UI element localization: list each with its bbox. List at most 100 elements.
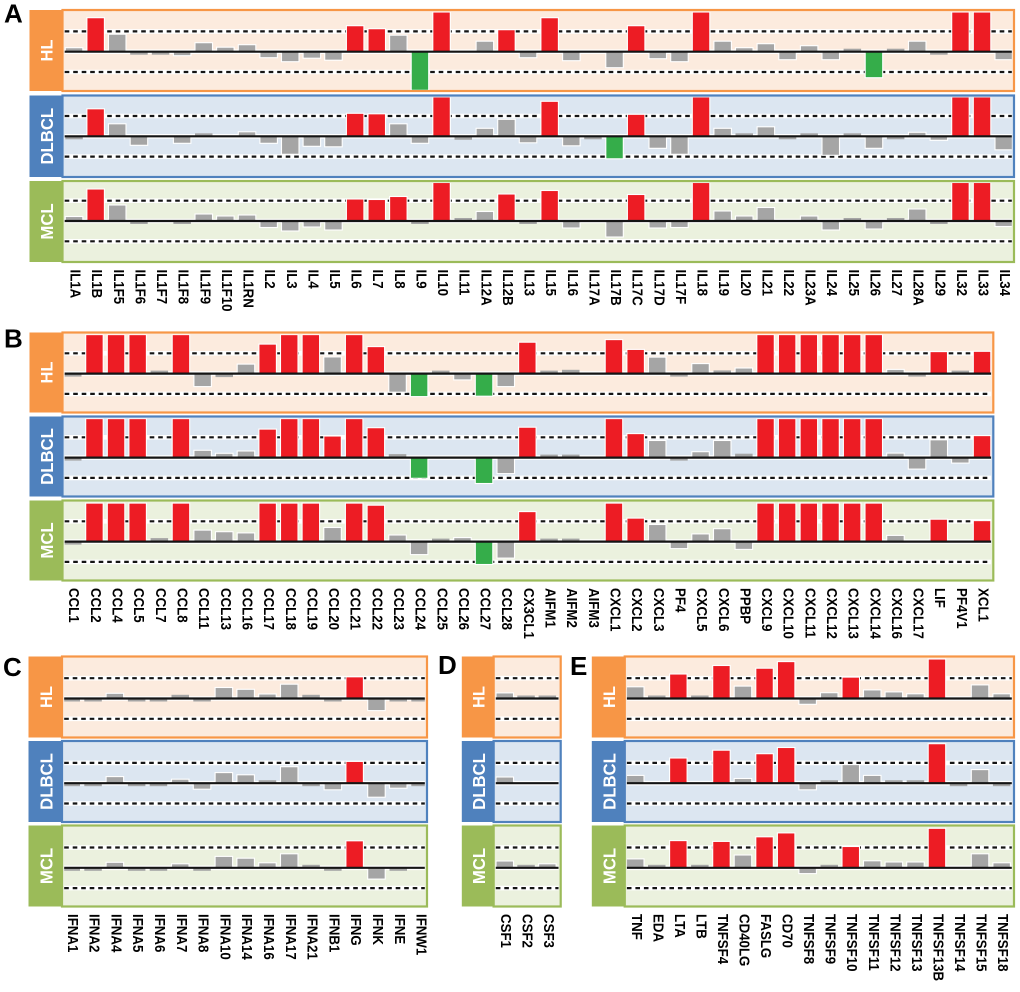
svg-text:E: E [570,651,587,681]
svg-text:FASLG: FASLG [757,914,774,958]
svg-text:IL17F: IL17F [672,270,689,305]
svg-text:CXCL10: CXCL10 [779,588,796,639]
svg-text:IL1A: IL1A [66,270,83,299]
svg-text:CCL4: CCL4 [108,588,125,623]
svg-text:IL1F8: IL1F8 [174,270,191,305]
svg-text:IFNK: IFNK [369,914,386,946]
svg-text:HL: HL [600,686,619,708]
svg-text:HL: HL [469,686,488,708]
svg-text:IFNA16: IFNA16 [260,914,277,960]
svg-text:IL18: IL18 [693,270,710,297]
svg-text:TNFSF15: TNFSF15 [972,914,989,972]
svg-text:IL21: IL21 [758,270,775,297]
svg-text:LTB: LTB [692,914,709,939]
svg-text:DLBCL: DLBCL [37,107,58,164]
svg-text:IFNA2: IFNA2 [85,914,102,952]
svg-text:IL17A: IL17A [585,270,602,306]
svg-text:TNFSF13B: TNFSF13B [929,914,946,981]
svg-text:IL26: IL26 [866,270,883,297]
svg-text:IL1F10: IL1F10 [218,270,235,312]
svg-text:AIFM2: AIFM2 [563,588,580,628]
svg-text:MCL: MCL [468,848,489,885]
svg-text:IFNA1: IFNA1 [64,914,81,952]
svg-text:CX3CL1: CX3CL1 [520,588,537,639]
svg-text:CCL13: CCL13 [217,588,234,630]
svg-text:CXCL5: CXCL5 [693,588,710,632]
svg-text:CCL28: CCL28 [498,588,515,630]
svg-text:IL9: IL9 [412,270,429,289]
svg-text:TNFSF11: TNFSF11 [865,914,882,971]
svg-text:CXCL16: CXCL16 [888,588,905,639]
svg-text:IL13: IL13 [520,270,537,297]
svg-text:C: C [3,652,22,682]
svg-text:CXCL11: CXCL11 [801,588,818,638]
svg-text:CCL2: CCL2 [87,588,104,623]
svg-text:CCL25: CCL25 [433,588,450,630]
svg-text:CXCL2: CXCL2 [628,588,645,632]
svg-text:IL25: IL25 [845,270,862,297]
svg-text:LIF: LIF [931,588,948,608]
svg-text:CXCL1: CXCL1 [606,588,623,632]
svg-text:CXCL3: CXCL3 [650,588,667,632]
svg-text:IL1F7: IL1F7 [153,270,170,305]
svg-text:IFNA14: IFNA14 [238,914,255,960]
svg-text:MCL: MCL [37,522,58,559]
svg-text:CCL20: CCL20 [325,588,342,630]
svg-text:IL17C: IL17C [628,270,645,306]
svg-text:D: D [438,650,457,680]
svg-text:IL22: IL22 [780,270,797,297]
svg-text:IFNW1: IFNW1 [412,914,429,955]
svg-text:CXCL6: CXCL6 [715,588,732,632]
svg-text:PF4: PF4 [671,588,688,612]
svg-text:CCL17: CCL17 [260,588,277,630]
svg-text:IFNA7: IFNA7 [173,914,190,952]
svg-text:CCL26: CCL26 [455,588,472,630]
svg-text:A: A [4,0,23,29]
svg-text:IL7: IL7 [369,270,386,289]
svg-text:IL1B: IL1B [88,270,105,299]
svg-text:MCL: MCL [599,848,620,885]
svg-text:IL12B: IL12B [499,270,516,306]
svg-text:IFNA5: IFNA5 [129,914,146,952]
svg-text:TNFSF10: TNFSF10 [843,914,860,972]
svg-text:B: B [4,323,23,353]
svg-text:IL1F9: IL1F9 [196,270,213,305]
svg-text:CCL18: CCL18 [282,588,299,630]
svg-text:AIFM3: AIFM3 [585,588,602,628]
svg-text:IL17B: IL17B [607,270,624,306]
svg-text:IL2: IL2 [261,270,278,289]
svg-text:IL28A: IL28A [909,270,926,306]
svg-text:CCL24: CCL24 [411,588,428,630]
svg-text:IL19: IL19 [715,270,732,297]
svg-text:CXCL17: CXCL17 [909,588,926,639]
svg-text:TNFSF9: TNFSF9 [821,914,838,964]
svg-text:CCL27: CCL27 [476,588,493,630]
svg-text:IL3: IL3 [283,270,300,289]
svg-text:DLBCL: DLBCL [36,753,57,810]
svg-text:IL5: IL5 [326,270,343,289]
svg-text:IL34: IL34 [996,270,1013,297]
svg-text:IL1F5: IL1F5 [110,270,127,305]
svg-text:TNFSF4: TNFSF4 [714,914,731,964]
svg-text:AIFM1: AIFM1 [541,588,558,628]
svg-text:IFNA10: IFNA10 [216,914,233,960]
svg-text:CCL16: CCL16 [238,588,255,630]
svg-text:IL20: IL20 [737,270,754,297]
svg-text:CCL11: CCL11 [195,588,212,629]
svg-text:IFNG: IFNG [347,914,364,946]
svg-text:IFNE: IFNE [391,914,408,944]
svg-text:DLBCL: DLBCL [599,753,620,810]
svg-text:CCL7: CCL7 [152,588,169,623]
svg-text:IFNB1: IFNB1 [325,914,342,952]
svg-text:DLBCL: DLBCL [468,753,489,810]
svg-text:XCL1: XCL1 [974,588,991,622]
svg-text:IL27: IL27 [888,270,905,297]
svg-text:IL17D: IL17D [650,270,667,306]
svg-text:CCL8: CCL8 [173,588,190,623]
svg-text:IL33: IL33 [974,270,991,297]
svg-text:CCL1: CCL1 [65,588,82,623]
svg-text:CXCL14: CXCL14 [866,588,883,639]
svg-text:IL11: IL11 [455,270,472,296]
svg-text:IFNA6: IFNA6 [151,914,168,952]
svg-text:PF4V1: PF4V1 [953,588,970,629]
